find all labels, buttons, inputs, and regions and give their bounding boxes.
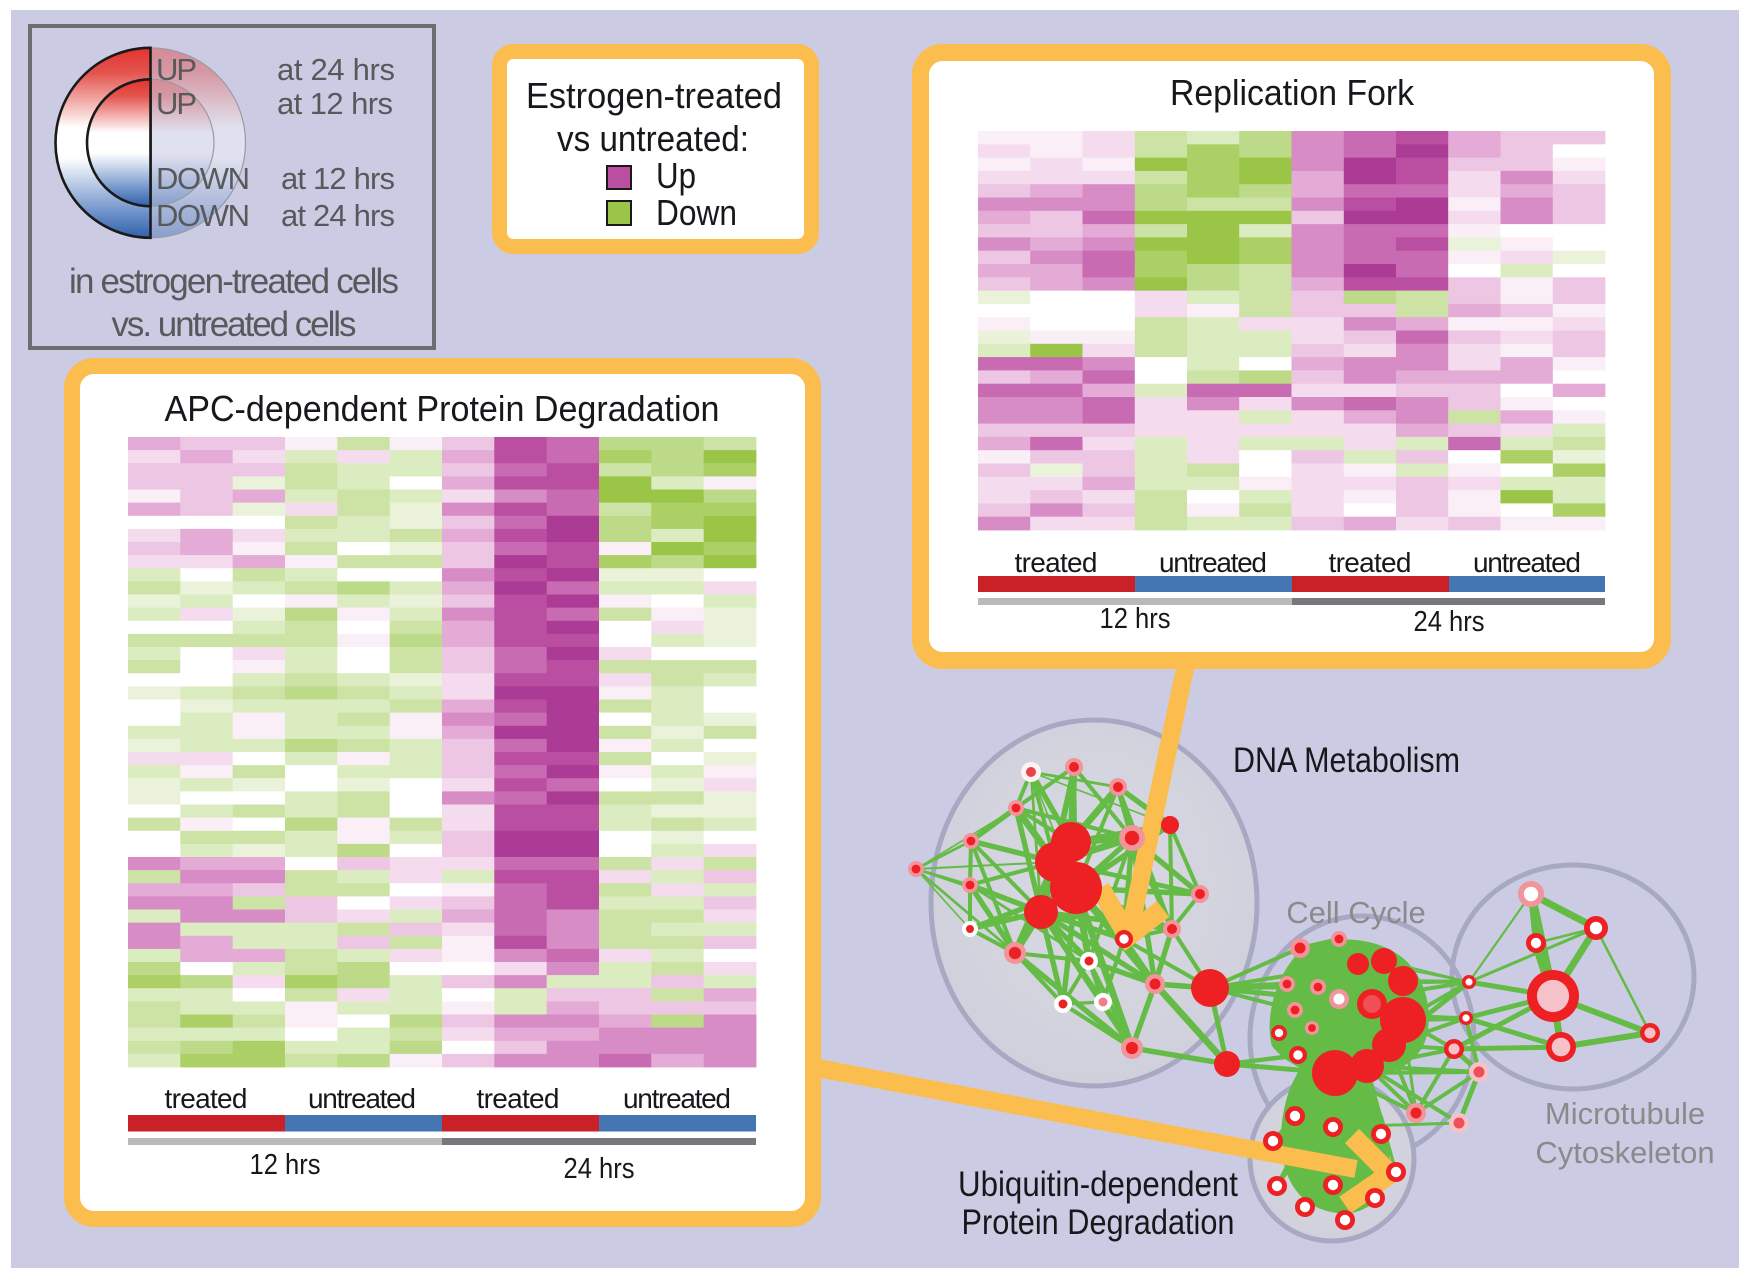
svg-text:in estrogen-treated cells: in estrogen-treated cells bbox=[69, 262, 399, 301]
svg-text:at 24 hrs: at 24 hrs bbox=[277, 52, 395, 87]
svg-text:untreated: untreated bbox=[623, 1083, 731, 1114]
svg-text:Cell Cycle: Cell Cycle bbox=[1286, 895, 1426, 930]
svg-text:12 hrs: 12 hrs bbox=[1100, 603, 1171, 635]
svg-text:Protein Degradation: Protein Degradation bbox=[962, 1203, 1235, 1242]
svg-text:at 12 hrs: at 12 hrs bbox=[277, 86, 393, 121]
svg-text:UP: UP bbox=[156, 52, 197, 87]
svg-text:Estrogen-treated: Estrogen-treated bbox=[526, 75, 782, 116]
svg-text:Down: Down bbox=[656, 192, 737, 233]
svg-text:Microtubule: Microtubule bbox=[1545, 1096, 1705, 1131]
svg-text:Ubiquitin-dependent: Ubiquitin-dependent bbox=[958, 1165, 1238, 1204]
svg-text:Cytoskeleton: Cytoskeleton bbox=[1535, 1135, 1714, 1170]
svg-text:24 hrs: 24 hrs bbox=[1414, 606, 1485, 638]
svg-text:treated: treated bbox=[477, 1083, 560, 1114]
svg-text:APC-dependent Protein Degradat: APC-dependent Protein Degradation bbox=[165, 388, 720, 429]
svg-text:24 hrs: 24 hrs bbox=[564, 1153, 635, 1185]
svg-text:untreated: untreated bbox=[308, 1083, 416, 1114]
svg-text:treated: treated bbox=[1329, 547, 1412, 578]
svg-text:DOWN: DOWN bbox=[156, 161, 250, 196]
svg-text:untreated: untreated bbox=[1159, 547, 1267, 578]
svg-text:treated: treated bbox=[165, 1083, 248, 1114]
svg-text:12 hrs: 12 hrs bbox=[250, 1149, 321, 1181]
svg-text:untreated: untreated bbox=[1473, 547, 1581, 578]
svg-text:Up: Up bbox=[656, 155, 696, 196]
svg-text:DNA Metabolism: DNA Metabolism bbox=[1233, 741, 1460, 780]
svg-text:at 24 hrs: at 24 hrs bbox=[281, 198, 395, 233]
svg-text:treated: treated bbox=[1015, 547, 1098, 578]
svg-text:Replication Fork: Replication Fork bbox=[1170, 72, 1415, 113]
svg-text:vs untreated:: vs untreated: bbox=[557, 118, 749, 159]
svg-text:UP: UP bbox=[156, 86, 197, 121]
svg-text:DOWN: DOWN bbox=[156, 198, 250, 233]
svg-text:vs. untreated cells: vs. untreated cells bbox=[112, 305, 357, 344]
svg-text:at 12 hrs: at 12 hrs bbox=[281, 161, 395, 196]
